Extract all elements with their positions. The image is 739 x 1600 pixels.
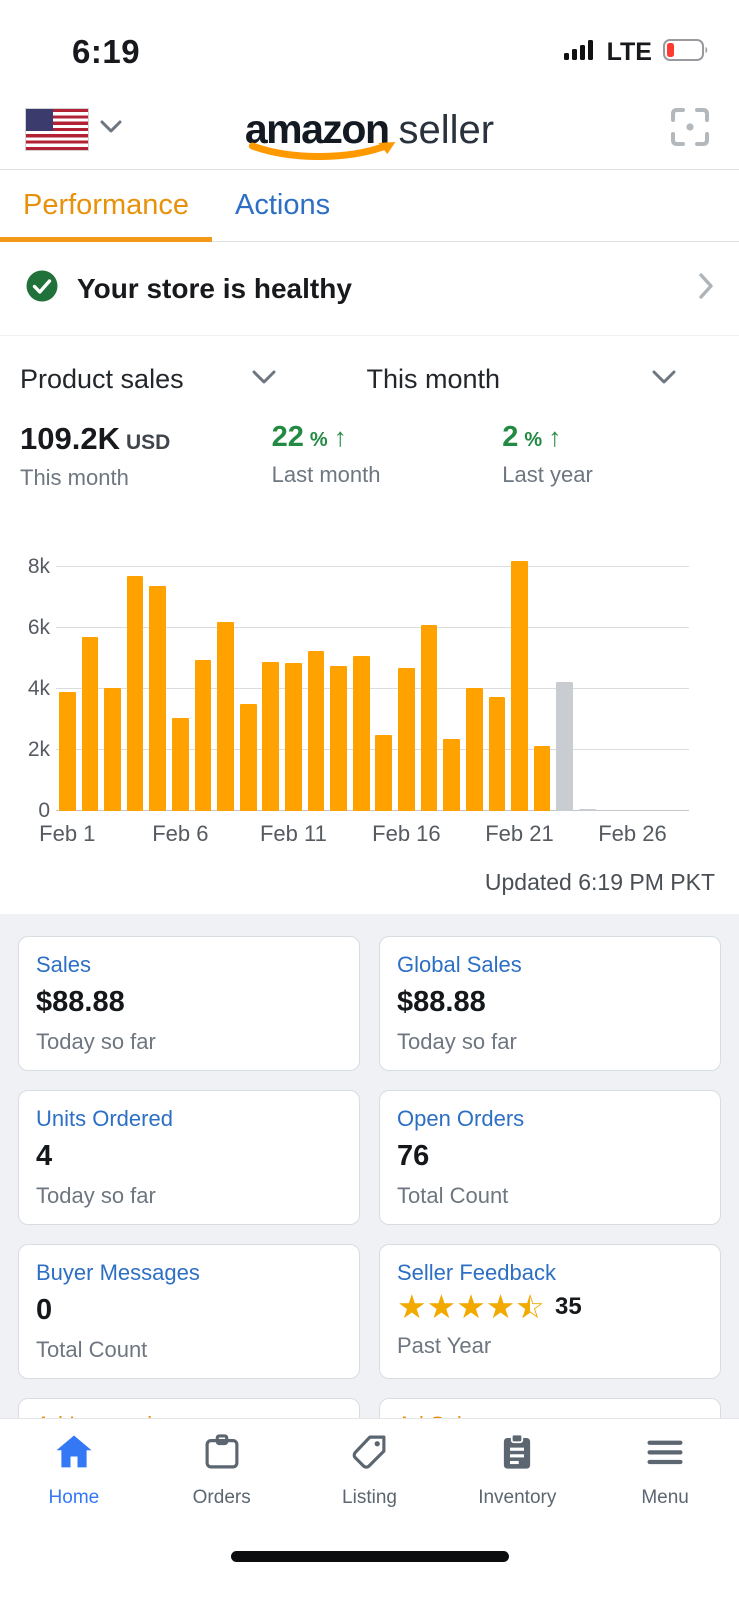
chevron-down-icon <box>651 369 677 390</box>
nav-item-menu[interactable]: Menu <box>591 1431 739 1525</box>
nav-label: Inventory <box>478 1487 557 1508</box>
card-caption: Past Year <box>397 1333 492 1358</box>
chevron-down-icon <box>100 120 122 139</box>
up-arrow-icon: ↑ <box>548 422 562 452</box>
signal-strength-icon <box>563 38 596 67</box>
mom-value: 22 <box>271 421 304 453</box>
amazon-smile-icon <box>248 142 395 160</box>
card-value: $88.88 <box>36 986 125 1018</box>
metric-dropdown[interactable]: Product sales <box>20 364 349 395</box>
status-bar: 6:19 LTE <box>0 0 739 90</box>
home-indicator-zone <box>0 1525 739 1600</box>
status-time: 6:19 <box>72 33 141 70</box>
chart-plot <box>56 549 689 811</box>
nav-label: Listing <box>342 1487 397 1508</box>
scan-icon[interactable] <box>667 104 713 155</box>
star-rating-icon: ★★★★☆★ <box>397 1288 545 1325</box>
feedback-count: 35 <box>554 1292 582 1320</box>
card-value: $88.88 <box>397 986 486 1018</box>
price-tag-icon <box>347 1431 391 1478</box>
card-value: 4 <box>36 1140 53 1172</box>
nav-label: Menu <box>641 1487 689 1508</box>
us-flag-icon <box>26 109 88 150</box>
orders-box-icon <box>200 1431 244 1478</box>
chart-gridlines <box>56 549 689 811</box>
last-updated-text: Updated 6:19 PM PKT <box>484 869 715 895</box>
card-seller-feedback[interactable]: Seller Feedback ★★★★☆★ 35 Past Year <box>379 1244 721 1379</box>
yoy-value: 2 <box>502 421 519 453</box>
app-header: amazon seller <box>0 90 739 170</box>
stats-row: 109.2K USD This month 22 % ↑ Last month … <box>0 421 739 491</box>
store-health-row[interactable]: Your store is healthy <box>0 242 739 336</box>
card-caption: Total Count <box>397 1183 509 1208</box>
tab-performance[interactable]: Performance <box>0 170 213 242</box>
mom-percent-sign: % <box>309 429 328 451</box>
card-title: Open Orders <box>397 1106 525 1131</box>
chart-y-axis: 0 2k 4k 6k 8k <box>27 555 50 822</box>
metric-dropdown-label: Product sales <box>20 364 184 394</box>
tab-bar: Performance Actions <box>0 170 739 242</box>
card-sales[interactable]: Sales $88.88 Today so far <box>18 936 360 1071</box>
yoy-caption: Last year <box>502 462 593 487</box>
chevron-down-icon <box>251 369 277 390</box>
store-health-text: Your store is healthy <box>77 272 352 304</box>
clipboard-icon <box>495 1431 539 1478</box>
stat-vs-last-month: 22 % ↑ Last month <box>272 421 503 491</box>
chevron-right-icon <box>698 272 714 305</box>
bottom-bar: Home Orders Listing Inventory <box>0 1418 739 1600</box>
metric-cards-grid: Sales $88.88 Today so far Global Sales $… <box>0 914 739 1600</box>
nav-item-home[interactable]: Home <box>0 1431 148 1525</box>
card-caption: Total Count <box>36 1337 148 1362</box>
period-dropdown[interactable]: This month <box>349 364 719 395</box>
period-dropdown-label: This month <box>366 364 501 394</box>
check-circle-icon <box>25 269 59 308</box>
card-value: 0 <box>36 1294 53 1326</box>
primary-unit: USD <box>125 431 171 454</box>
nav-label: Orders <box>192 1487 251 1508</box>
card-open-orders[interactable]: Open Orders 76 Total Count <box>379 1090 721 1225</box>
card-title: Sales <box>36 952 92 977</box>
yoy-percent-sign: % <box>524 429 543 451</box>
card-caption: Today so far <box>36 1183 156 1208</box>
feedback-rating-row: ★★★★☆★ 35 <box>397 1290 703 1323</box>
stat-primary: 109.2K USD This month <box>20 421 272 491</box>
battery-icon <box>663 38 711 67</box>
chart-x-axis: Feb 1 Feb 6 Feb 11 Feb 16 Feb 21 Feb 26 <box>39 821 667 846</box>
nav-item-listing[interactable]: Listing <box>296 1431 444 1525</box>
nav-item-orders[interactable]: Orders <box>148 1431 296 1525</box>
mom-caption: Last month <box>271 462 381 487</box>
card-title: Units Ordered <box>36 1106 173 1131</box>
bottom-nav: Home Orders Listing Inventory <box>0 1419 739 1525</box>
home-icon <box>52 1431 96 1478</box>
card-title: Seller Feedback <box>397 1260 556 1285</box>
hamburger-menu-icon <box>643 1431 687 1478</box>
up-arrow-icon: ↑ <box>333 422 347 452</box>
nav-label: Home <box>48 1487 100 1508</box>
chart-plot-area: Feb 1 Feb 6 Feb 11 Feb 16 Feb 21 Feb 26 <box>39 549 689 853</box>
card-units-ordered[interactable]: Units Ordered 4 Today so far <box>18 1090 360 1225</box>
seller-wordmark: seller <box>398 108 495 152</box>
card-caption: Today so far <box>397 1029 517 1054</box>
primary-value: 109.2K <box>20 421 120 456</box>
card-title: Global Sales <box>397 952 522 977</box>
network-label: LTE <box>606 37 652 66</box>
home-indicator[interactable] <box>230 1551 509 1562</box>
sales-bar-chart: 0 2k 4k 6k 8k Feb 1 Feb 6 Feb 11 Feb 16 Feb 21 Fe… <box>0 549 739 853</box>
card-title: Buyer Messages <box>36 1260 200 1285</box>
nav-item-inventory[interactable]: Inventory <box>443 1431 591 1525</box>
tab-actions[interactable]: Actions <box>235 189 331 221</box>
chart-filters: Product sales This month <box>0 364 739 395</box>
card-value: 76 <box>397 1140 430 1172</box>
marketplace-switcher[interactable] <box>26 109 122 150</box>
primary-caption: This month <box>20 465 129 490</box>
amazon-wordmark: amazon <box>245 106 395 160</box>
card-buyer-messages[interactable]: Buyer Messages 0 Total Count <box>18 1244 360 1379</box>
card-global-sales[interactable]: Global Sales $88.88 Today so far <box>379 936 721 1071</box>
amazon-seller-logo: amazon seller <box>245 106 495 160</box>
stat-vs-last-year: 2 % ↑ Last year <box>502 421 593 491</box>
card-caption: Today so far <box>36 1029 156 1054</box>
